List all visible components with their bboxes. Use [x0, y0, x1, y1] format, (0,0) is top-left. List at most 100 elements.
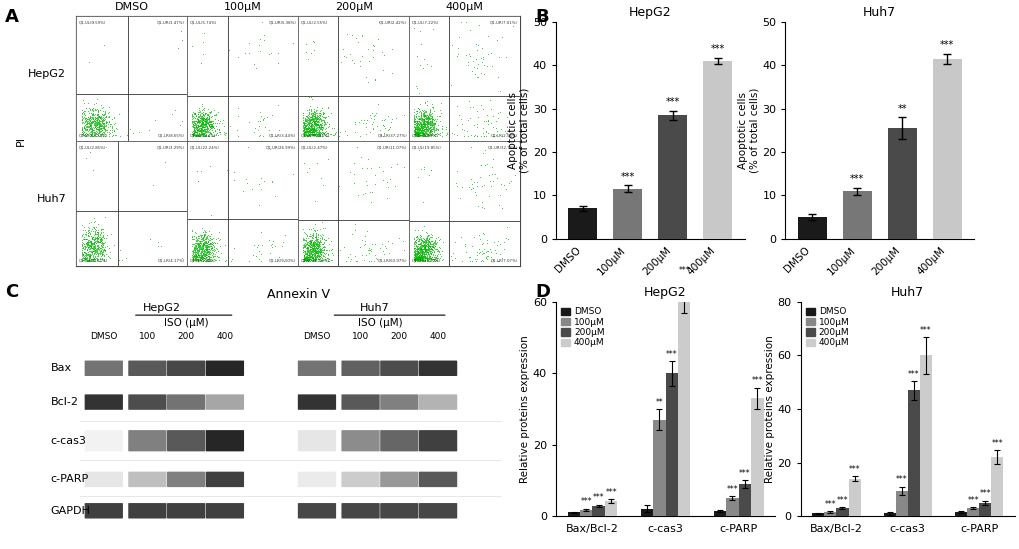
Point [76, 127, 93, 136]
Point [409, 247, 425, 256]
Point [196, 240, 212, 249]
Point [310, 129, 326, 138]
Point [198, 241, 214, 250]
Point [420, 238, 436, 247]
Text: 200: 200 [177, 332, 195, 341]
FancyBboxPatch shape [85, 472, 123, 487]
Point [407, 256, 423, 265]
Point [370, 18, 386, 26]
Point [299, 127, 315, 136]
Point [411, 107, 427, 115]
Point [307, 128, 323, 137]
Point [195, 121, 211, 130]
Point [191, 131, 207, 140]
Point [85, 128, 101, 137]
Point [466, 63, 482, 72]
Point [422, 124, 438, 132]
Point [411, 131, 427, 140]
Point [475, 248, 491, 257]
Point [185, 248, 202, 257]
Point [191, 240, 207, 249]
Point [194, 243, 210, 251]
Point [186, 119, 203, 127]
Point [89, 248, 105, 256]
Point [90, 249, 106, 258]
Point [79, 239, 96, 248]
Point [422, 244, 438, 253]
Point [297, 115, 313, 124]
Point [316, 115, 332, 124]
Point [210, 247, 226, 255]
Point [310, 248, 326, 256]
Point [414, 248, 430, 257]
Point [420, 116, 436, 125]
Point [412, 119, 428, 127]
Point [424, 115, 440, 124]
Point [420, 244, 436, 253]
Text: ***: *** [580, 497, 591, 506]
Point [86, 214, 102, 222]
Point [417, 240, 433, 249]
Point [305, 117, 321, 126]
Point [194, 253, 210, 262]
Point [306, 246, 322, 255]
Point [409, 255, 425, 264]
Point [196, 126, 212, 135]
Point [78, 131, 95, 140]
Point [414, 110, 430, 119]
Point [184, 242, 201, 251]
Point [305, 242, 321, 250]
Point [416, 250, 432, 259]
Text: Q1-LL(58.02%): Q1-LL(58.02%) [301, 259, 329, 262]
Point [196, 117, 212, 126]
Point [89, 254, 105, 263]
Point [419, 117, 435, 126]
Text: DMSO: DMSO [303, 332, 330, 341]
Point [301, 119, 317, 128]
Point [412, 239, 428, 248]
Point [197, 245, 213, 254]
Bar [665, 373, 678, 516]
Point [195, 117, 211, 126]
Point [413, 128, 429, 137]
Point [85, 250, 101, 259]
Point [410, 256, 426, 265]
Point [406, 113, 422, 122]
Point [192, 117, 208, 126]
Point [305, 115, 321, 124]
Point [301, 255, 317, 264]
Point [345, 170, 362, 178]
Point [91, 126, 107, 135]
Point [410, 248, 426, 256]
Point [484, 154, 500, 163]
Point [93, 127, 109, 136]
Point [95, 248, 111, 256]
Point [410, 248, 426, 257]
Point [421, 107, 437, 116]
Point [78, 250, 95, 259]
Point [472, 235, 488, 244]
Point [191, 131, 207, 139]
Point [197, 126, 213, 135]
Point [203, 124, 219, 132]
Point [419, 240, 435, 249]
Point [263, 48, 279, 57]
Point [410, 251, 426, 260]
Point [306, 124, 322, 133]
Point [79, 243, 96, 251]
Point [423, 111, 439, 120]
Point [429, 251, 445, 260]
Point [85, 126, 101, 135]
Point [192, 255, 208, 264]
Point [299, 243, 315, 252]
Point [308, 116, 324, 125]
Point [95, 117, 111, 126]
Point [111, 109, 127, 118]
Point [195, 109, 211, 118]
Point [199, 234, 215, 243]
Point [211, 227, 227, 236]
Point [301, 254, 317, 263]
Point [409, 256, 425, 265]
Point [87, 225, 103, 234]
Point [304, 243, 320, 252]
